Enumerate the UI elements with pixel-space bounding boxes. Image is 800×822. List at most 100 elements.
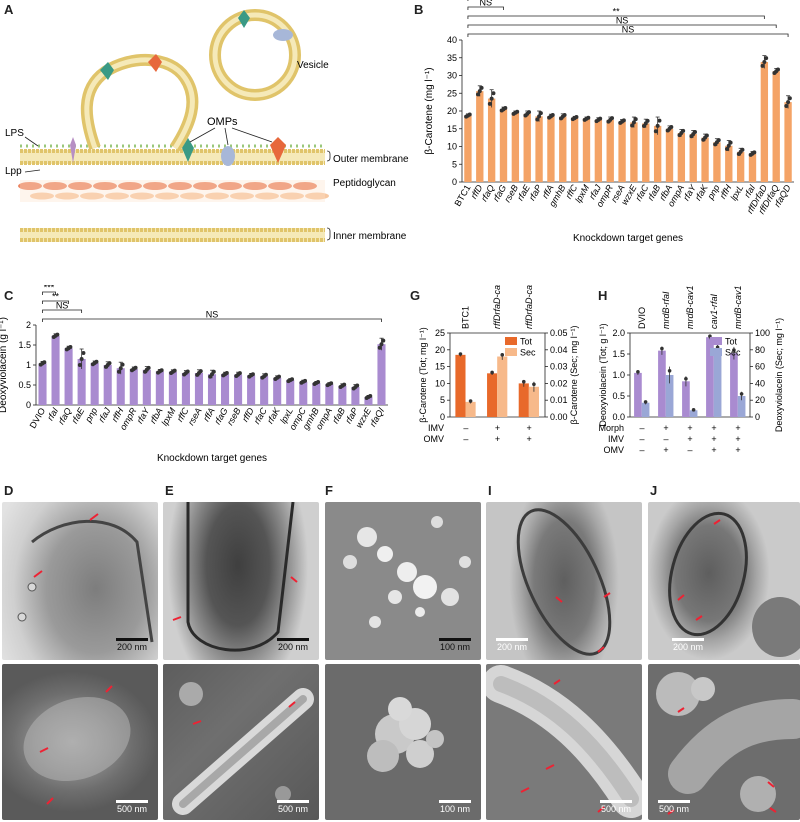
membrane-vesicle-diagram: OMPs Vesicle LPS Lpp Outer membrane Pept…	[5, 9, 409, 242]
chart-G-y-tick-label-1: 5	[440, 395, 445, 405]
lps-label: LPS	[5, 128, 24, 139]
chart-G-condition-IMV-0: –	[463, 423, 468, 433]
chart-H-point-Tot-4	[732, 348, 736, 352]
chart-B-point-rfaP-0	[535, 117, 540, 122]
chart-B-bar-rfaI	[748, 153, 757, 182]
chart-B-point-ompR-2	[610, 116, 615, 121]
chart-C-point-rfaE-0	[77, 363, 82, 367]
chart-C-point-rseB-2	[237, 371, 242, 376]
chart-H-legend-label-Sec: Sec	[725, 348, 741, 358]
chart-H-condition-OMV-0: –	[639, 445, 644, 455]
chart-H-condition-Morph-4: +	[735, 423, 740, 433]
chart-B-y-tick-label-7: 35	[447, 53, 457, 63]
chart-C-y-tick-label-3: 1.5	[18, 340, 31, 350]
chart-B-point-lpxL-2	[740, 147, 745, 152]
chart-C-point-rffA-2	[211, 369, 216, 374]
chart-H-bar-Sec-2	[689, 410, 698, 417]
chart-C-point-rffH-1	[118, 366, 123, 371]
chart-H-condition-OMV-2: –	[687, 445, 692, 455]
chart-C-bar-rseB	[234, 374, 243, 405]
chart-B-xlabel: Knockdown target genes	[573, 233, 683, 244]
chart-C-point-rfaQI-2	[381, 338, 386, 343]
chart-B-y-tick-label-0: 0	[452, 177, 457, 187]
chart-H-condition-Morph-1: +	[663, 423, 668, 433]
chart-C-point-rfaB-2	[342, 382, 347, 387]
chart-H-bar-Sec-1	[665, 375, 674, 417]
chart-B-point-rffDrfaQ-2	[776, 67, 781, 72]
chart-B-bar-rfaQD	[784, 102, 792, 182]
chart-C-bar-wzxE	[364, 397, 373, 405]
chart-H-point-Sec-1	[667, 369, 672, 373]
chart-C-bar-rfaP	[351, 387, 360, 405]
chart-C-point-rfaQI-0	[377, 345, 382, 350]
chart-B-bar-ompR	[606, 119, 614, 182]
chart-C-bar-ompR	[129, 369, 138, 405]
chart-B-bar-rfaP	[535, 116, 543, 182]
scale-bar-f-top: 100 nm	[439, 642, 471, 652]
chart-C-point-rffC-2	[185, 369, 190, 374]
chart-B-bar-ompA	[677, 133, 686, 182]
vesicle-label: Vesicle	[297, 60, 329, 71]
chart-C-bar-rffH	[116, 368, 125, 405]
chart-H-condition-IMV-0: –	[639, 434, 644, 444]
chart-C-sig-bracket-2	[42, 309, 83, 313]
chart-B-bar-rffD	[476, 91, 484, 182]
chart-B-bar-BTC1	[464, 115, 472, 182]
chart-C-point-DVIO-2	[42, 360, 47, 365]
chart-H-y2-tick-label-3: 60	[755, 362, 765, 372]
panel-letter-d: D	[4, 483, 14, 498]
chart-B-point-BTC1-2	[467, 112, 472, 117]
chart-G-legend-swatch-Tot	[505, 337, 517, 345]
omp-proteins	[70, 137, 286, 166]
chart-H-y2-tick-label-2: 40	[755, 378, 765, 388]
chart-C-point-gmhB-2	[316, 380, 321, 385]
chart-B-bar-wzxE	[630, 122, 638, 182]
chart-H-point-Tot-2	[684, 376, 688, 381]
chart-B-bar-pnp	[713, 142, 721, 182]
chart-C-point-rfaI-2	[55, 332, 60, 337]
chart-B-point-rffDrfaD-2	[764, 56, 769, 61]
chart-G-bar-Sec-0	[465, 401, 476, 417]
chart-C-point-rfaE-2	[81, 351, 86, 355]
chart-C-point-ompR-2	[133, 365, 138, 370]
chart-B-point-rfaB-0	[653, 129, 658, 134]
chart-C-bar-rfaB	[338, 385, 347, 405]
lpp-label: Lpp	[5, 166, 22, 177]
chart-C-point-ompA-2	[329, 381, 334, 386]
chart-B-point-rfbA-2	[669, 125, 674, 130]
chart-B-sig-bracket-3	[467, 15, 765, 19]
chart-B-point-rfaQD-2	[787, 96, 792, 101]
chart-C-point-wzxE-2	[368, 394, 373, 399]
chart-H-y2-tick-label-4: 80	[755, 345, 765, 355]
chart-B-point-ompA-2	[681, 128, 686, 133]
chart-G-y-tick-label-2: 10	[435, 378, 445, 388]
chart-H-condition-IMV-2: +	[687, 434, 692, 444]
chart-H-bar-Tot-1	[658, 350, 666, 417]
chart-H-condition-IMV-4: +	[735, 434, 740, 444]
chart-G-bar-Tot-2	[518, 383, 529, 417]
chart-C-category-rfaQI: rfaQI	[368, 406, 387, 429]
chart-G-y2-tick-label-5: 0.05	[550, 328, 568, 338]
chart-B-point-rfaQD-1	[786, 100, 791, 105]
chart-H-point-Sec-2	[691, 408, 696, 412]
chart-C-bar-lpxL	[286, 380, 295, 405]
chart-B-bar-rfaY	[689, 134, 697, 182]
chart-G-ylabel-right: β-Carotene (Sec; mg l⁻¹)	[569, 326, 579, 425]
chart-H-condition-Morph-3: +	[711, 423, 716, 433]
scale-bar-j-bottom: 500 nm	[658, 804, 690, 814]
micrograph-i-tem: 200 nm	[486, 502, 642, 660]
chart-B-y-tick-label-4: 20	[447, 106, 457, 116]
chart-B-bar-lpxM	[582, 118, 591, 182]
chart-C-sig-label-3: NS	[206, 310, 219, 320]
chart-C-sig-label-1: **	[52, 292, 60, 302]
chart-H-y-tick-label-1: 0.5	[612, 391, 625, 401]
chart-C-bar-ompC	[299, 381, 308, 405]
chart-G-y-tick-label-0: 0	[440, 412, 445, 422]
chart-B-bar-rffDrfaQ	[772, 71, 780, 182]
chart-H-bar-Tot-0	[634, 372, 642, 417]
chart-G-legend-label-Tot: Tot	[520, 337, 533, 347]
chart-B-point-rffH-1	[726, 143, 731, 148]
chart-B-point-rfaQ-1	[489, 96, 494, 101]
micrograph-j-tem: 200 nm	[648, 502, 800, 660]
chart-C-point-rfaQI-1	[379, 342, 384, 347]
